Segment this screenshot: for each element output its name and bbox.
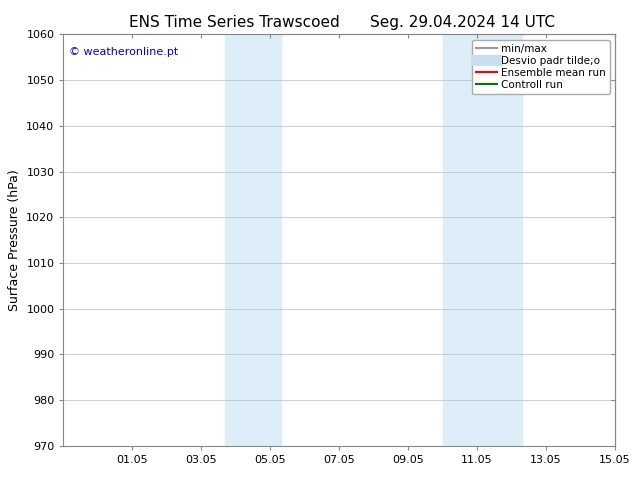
- Legend: min/max, Desvio padr tilde;o, Ensemble mean run, Controll run: min/max, Desvio padr tilde;o, Ensemble m…: [472, 40, 610, 94]
- Bar: [443, 34, 522, 446]
- Y-axis label: Surface Pressure (hPa): Surface Pressure (hPa): [8, 169, 21, 311]
- Text: Seg. 29.04.2024 14 UTC: Seg. 29.04.2024 14 UTC: [370, 15, 555, 30]
- Bar: [226, 34, 281, 446]
- Text: ENS Time Series Trawscoed: ENS Time Series Trawscoed: [129, 15, 340, 30]
- Text: © weatheronline.pt: © weatheronline.pt: [69, 47, 178, 57]
